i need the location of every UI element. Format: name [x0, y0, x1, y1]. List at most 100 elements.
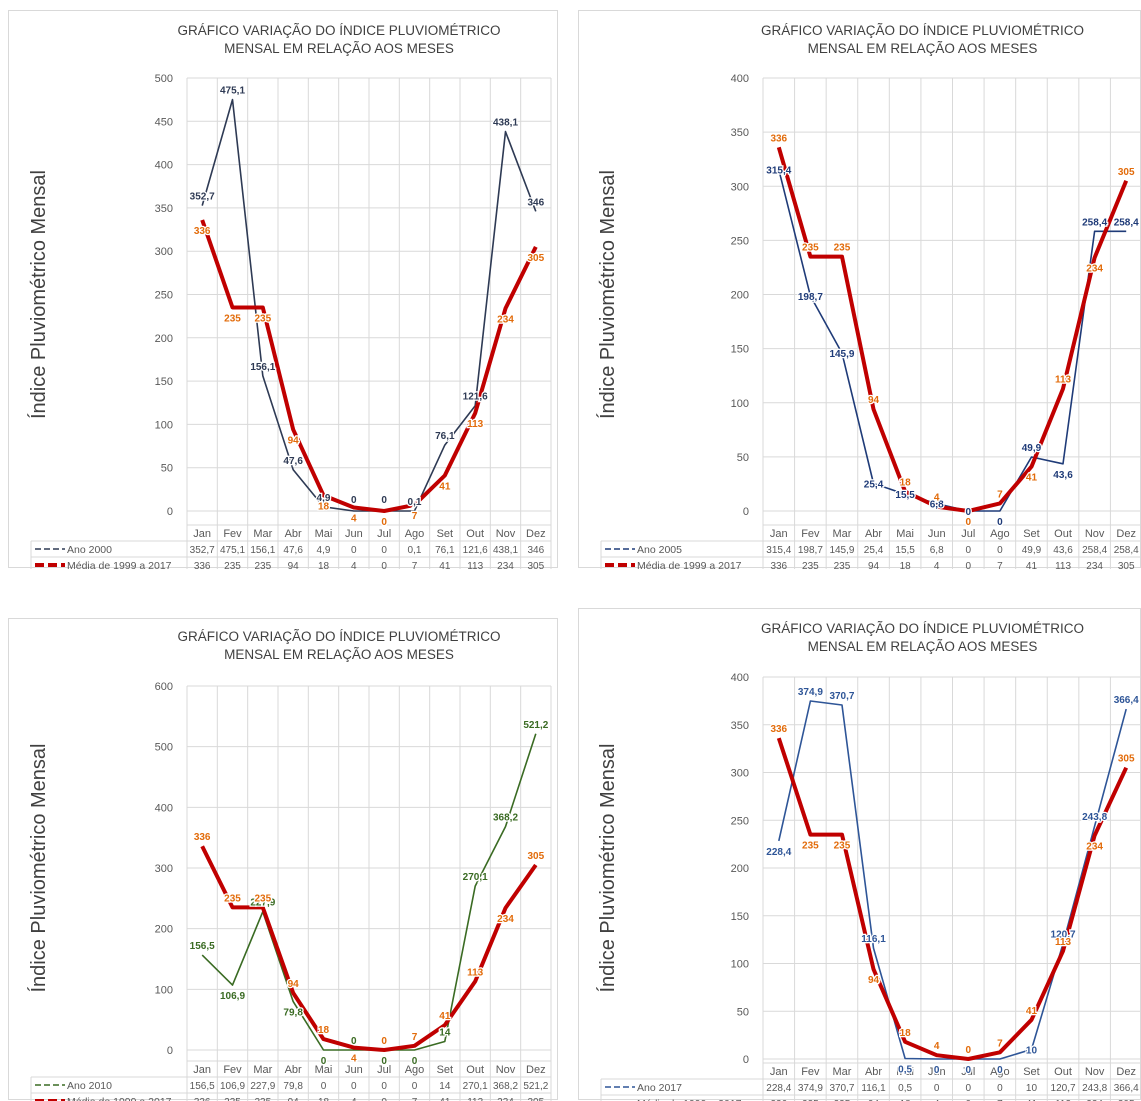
legend-label: Ano 2000	[67, 544, 112, 556]
data-label: 7	[997, 489, 1003, 500]
data-label: 0	[966, 1045, 972, 1056]
y-tick-label: 100	[155, 419, 173, 431]
data-label: 235	[834, 841, 851, 852]
table-cell: 368,2	[493, 1081, 518, 1092]
data-label: 0	[966, 517, 972, 528]
table-cell: 94	[868, 561, 880, 569]
data-label: 336	[194, 832, 211, 843]
x-tick-label: Jan	[770, 1066, 788, 1078]
x-tick-label: Jan	[193, 528, 211, 540]
data-label: 0	[997, 1065, 1003, 1076]
y-tick-label: 300	[155, 246, 173, 258]
y-tick-label: 300	[731, 768, 749, 780]
chart-panel-ano-2000: GRÁFICO VARIAÇÃO DO ÍNDICE PLUVIOMÉTRICO…	[8, 10, 558, 569]
data-label: 94	[288, 979, 300, 990]
table-cell: 120,7	[1051, 1083, 1076, 1094]
chart-title-line: GRÁFICO VARIAÇÃO DO ÍNDICE PLUVIOMÉTRICO	[761, 23, 1084, 38]
y-tick-label: 0	[167, 1045, 173, 1057]
data-label: 41	[1026, 473, 1038, 484]
data-label: 15,5	[895, 490, 915, 501]
data-label: 113	[1055, 375, 1072, 386]
y-axis-label: Índice Pluviométrico Mensal	[596, 744, 619, 993]
y-tick-label: 0	[743, 506, 749, 518]
data-label: 352,7	[190, 192, 215, 203]
x-tick-label: Mai	[896, 528, 914, 540]
data-label: 4	[351, 514, 357, 525]
table-cell: 521,2	[523, 1081, 548, 1092]
series-line-average	[200, 219, 538, 513]
data-label: 10	[1026, 1045, 1038, 1056]
data-label: 113	[1055, 937, 1072, 948]
x-tick-label: Jul	[961, 1066, 975, 1078]
table-cell: 156,5	[190, 1081, 215, 1092]
y-tick-label: 500	[155, 73, 173, 85]
table-cell: 234	[1086, 561, 1103, 569]
data-label: 0	[381, 517, 387, 528]
x-tick-label: Set	[1023, 528, 1040, 540]
y-tick-label: 150	[731, 911, 749, 923]
table-cell: 156,1	[250, 545, 275, 556]
data-label: 106,9	[220, 991, 245, 1002]
y-tick-label: 300	[731, 181, 749, 193]
table-cell: 41	[439, 561, 451, 569]
x-tick-label: Fev	[223, 1064, 242, 1076]
x-tick-label: Mai	[896, 1066, 914, 1078]
x-tick-label: Out	[1054, 528, 1072, 540]
x-tick-label: Jun	[928, 528, 946, 540]
table-cell: 305	[527, 561, 544, 569]
table-cell: 374,9	[798, 1083, 823, 1094]
data-label: 121,6	[463, 392, 488, 403]
table-cell: 4	[351, 561, 357, 569]
y-tick-label: 250	[731, 235, 749, 247]
table-cell: 106,9	[220, 1081, 245, 1092]
x-tick-label: Set	[437, 528, 454, 540]
table-cell: 0	[381, 1081, 387, 1092]
table-cell: 10	[1026, 1083, 1038, 1094]
table-cell: 0	[934, 1083, 940, 1094]
table-cell: 113	[467, 1097, 483, 1101]
chart-panel-ano-2017: GRÁFICO VARIAÇÃO DO ÍNDICE PLUVIOMÉTRICO…	[578, 608, 1141, 1101]
x-tick-label: Mar	[832, 528, 851, 540]
data-label: 0	[381, 495, 387, 506]
data-label: 235	[834, 243, 851, 254]
chart-title-line: GRÁFICO VARIAÇÃO DO ÍNDICE PLUVIOMÉTRICO	[761, 621, 1084, 636]
table-cell: 346	[527, 545, 544, 556]
y-tick-label: 100	[731, 398, 749, 410]
chart-panel-ano-2005: GRÁFICO VARIAÇÃO DO ÍNDICE PLUVIOMÉTRICO…	[578, 10, 1141, 569]
table-cell: 41	[439, 1097, 451, 1101]
data-label: 258,4	[1082, 217, 1107, 228]
data-label: 227,9	[250, 898, 275, 909]
data-label: 94	[868, 395, 880, 406]
y-tick-label: 500	[155, 742, 173, 754]
y-axis-label: Índice Pluviométrico Mensal	[596, 170, 619, 419]
data-label: 305	[527, 253, 544, 264]
table-cell: 0,1	[408, 545, 422, 556]
table-cell: 370,7	[829, 1083, 854, 1094]
chart-title-line: MENSAL EM RELAÇÃO AOS MESES	[808, 639, 1038, 654]
x-tick-label: Ago	[405, 1064, 425, 1076]
y-tick-label: 400	[731, 73, 749, 85]
data-label: 156,5	[190, 941, 215, 952]
data-label: 0	[934, 1065, 940, 1076]
table-cell: 0	[351, 1081, 357, 1092]
table-cell: 94	[288, 561, 300, 569]
table-cell: 18	[318, 1097, 330, 1101]
table-cell: 15,5	[895, 545, 915, 556]
table-cell: 228,4	[766, 1083, 791, 1094]
table-cell: 270,1	[463, 1081, 488, 1092]
data-label: 120,7	[1051, 930, 1076, 941]
y-tick-label: 250	[731, 815, 749, 827]
data-label: 79,8	[283, 1008, 303, 1019]
chart-svg-ano-2017: GRÁFICO VARIAÇÃO DO ÍNDICE PLUVIOMÉTRICO…	[596, 621, 1141, 1101]
y-tick-label: 350	[731, 127, 749, 139]
table-cell: 336	[194, 561, 211, 569]
table-cell: 198,7	[798, 545, 823, 556]
chart-title-line: MENSAL EM RELAÇÃO AOS MESES	[808, 41, 1038, 56]
y-tick-label: 350	[155, 203, 173, 215]
data-label: 234	[1086, 264, 1103, 275]
y-tick-label: 50	[737, 1006, 749, 1018]
y-tick-label: 100	[155, 984, 173, 996]
y-tick-label: 150	[731, 344, 749, 356]
y-tick-label: 50	[737, 452, 749, 464]
table-cell: 438,1	[493, 545, 518, 556]
